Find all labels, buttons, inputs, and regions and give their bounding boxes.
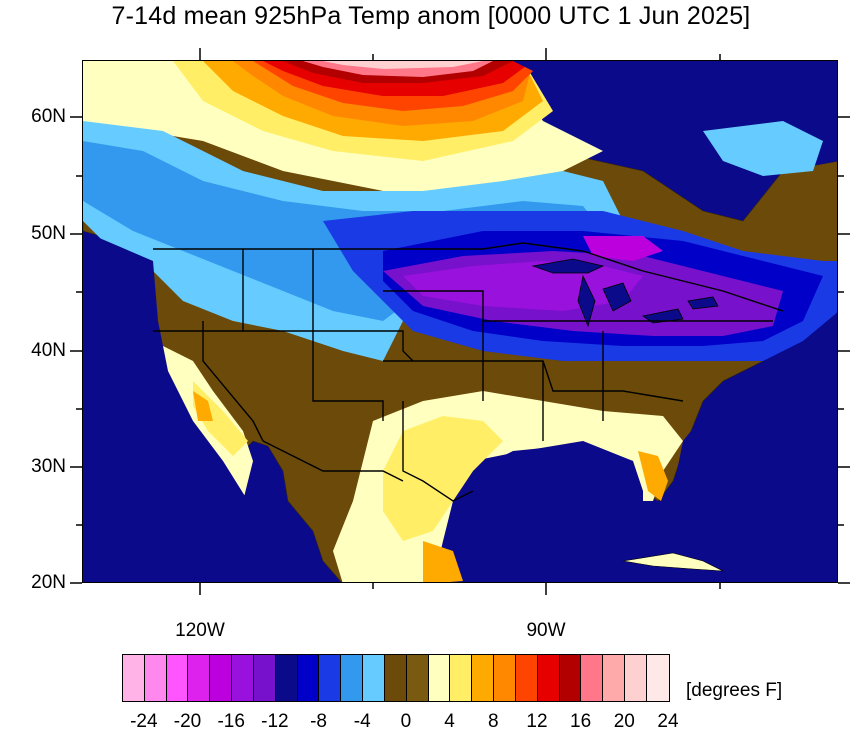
map-title: 7-14d mean 925hPa Temp anom [0000 UTC 1 …	[111, 2, 751, 30]
colorbar-swatch	[472, 655, 495, 701]
anom-cool-magenta-core	[583, 236, 663, 261]
temperature-anomaly-map	[82, 60, 838, 583]
lat-label-20n: 20N	[31, 572, 66, 593]
colorbar-tick-label: -16	[217, 711, 245, 732]
colorbar-tick-label: -8	[310, 711, 327, 732]
colorbar-swatch	[275, 655, 298, 701]
great-lakes	[531, 258, 719, 328]
anom-warm-baja	[193, 381, 248, 456]
pacific-ocean	[83, 231, 332, 582]
anom-warm-mexico	[423, 541, 463, 582]
colorbar-tick-label: 20	[613, 711, 635, 732]
colorbar-tick-label: -4	[353, 711, 371, 732]
colorbar-swatch	[188, 655, 211, 701]
colorbar-swatch	[603, 655, 626, 701]
lat-label-60n: 60N	[31, 106, 66, 127]
anom-warm-socal	[193, 391, 213, 421]
lat-label-30n: 30N	[31, 456, 66, 477]
colorbar-tick-label: 0	[400, 711, 412, 732]
colorbar-tick-label: 12	[526, 711, 548, 732]
lon-label-120w: 120W	[175, 620, 225, 641]
cuba-island	[622, 552, 724, 572]
colorbar-swatch	[210, 655, 233, 701]
colorbar-swatch	[341, 655, 364, 701]
colorbar-tick-label: 16	[570, 711, 592, 732]
colorbar-swatch	[144, 655, 167, 701]
colorbar-swatch	[494, 655, 516, 701]
colorbar-swatch	[253, 655, 276, 701]
colorbar-swatch	[646, 655, 669, 701]
colorbar-units: [degrees F]	[686, 680, 783, 701]
colorbar-tick-label: -12	[261, 711, 289, 732]
colorbar-swatch	[515, 655, 538, 701]
colorbar-swatch	[450, 655, 473, 701]
colorbar-swatch	[559, 655, 582, 701]
colorbar-tick-label: -20	[173, 711, 202, 732]
colorbar-swatch	[297, 655, 320, 701]
colorbar-tick-label: -24	[130, 711, 158, 732]
anom-warm-texas	[383, 416, 503, 541]
colorbar-swatch	[537, 655, 560, 701]
colorbar-swatch	[166, 655, 189, 701]
anom-band-north-light-pink	[323, 61, 483, 69]
colorbar-swatch	[428, 655, 451, 701]
colorbar-tick-label: 4	[444, 711, 455, 732]
colorbar-swatch	[384, 655, 407, 701]
political-borders	[153, 242, 784, 502]
atlantic-ocean	[663, 332, 837, 582]
colorbar-swatch	[319, 655, 342, 701]
lat-label-50n: 50N	[31, 223, 66, 244]
labrador-cool-patch	[703, 121, 823, 176]
lat-label-40n: 40N	[31, 340, 66, 361]
lon-label-90w: 90W	[526, 620, 566, 641]
colorbar	[122, 654, 670, 702]
colorbar-tick-label: 8	[487, 711, 499, 732]
colorbar-swatch	[625, 655, 647, 701]
colorbar-swatch	[232, 655, 254, 701]
colorbar-swatch	[581, 655, 604, 701]
gulf-of-mexico	[473, 446, 643, 566]
anom-warm-florida	[638, 451, 668, 501]
colorbar-swatch	[406, 655, 429, 701]
colorbar-swatch	[363, 655, 385, 701]
map-canvas	[83, 61, 837, 582]
colorbar-swatch	[123, 655, 145, 701]
colorbar-tick-label: 24	[657, 711, 679, 732]
